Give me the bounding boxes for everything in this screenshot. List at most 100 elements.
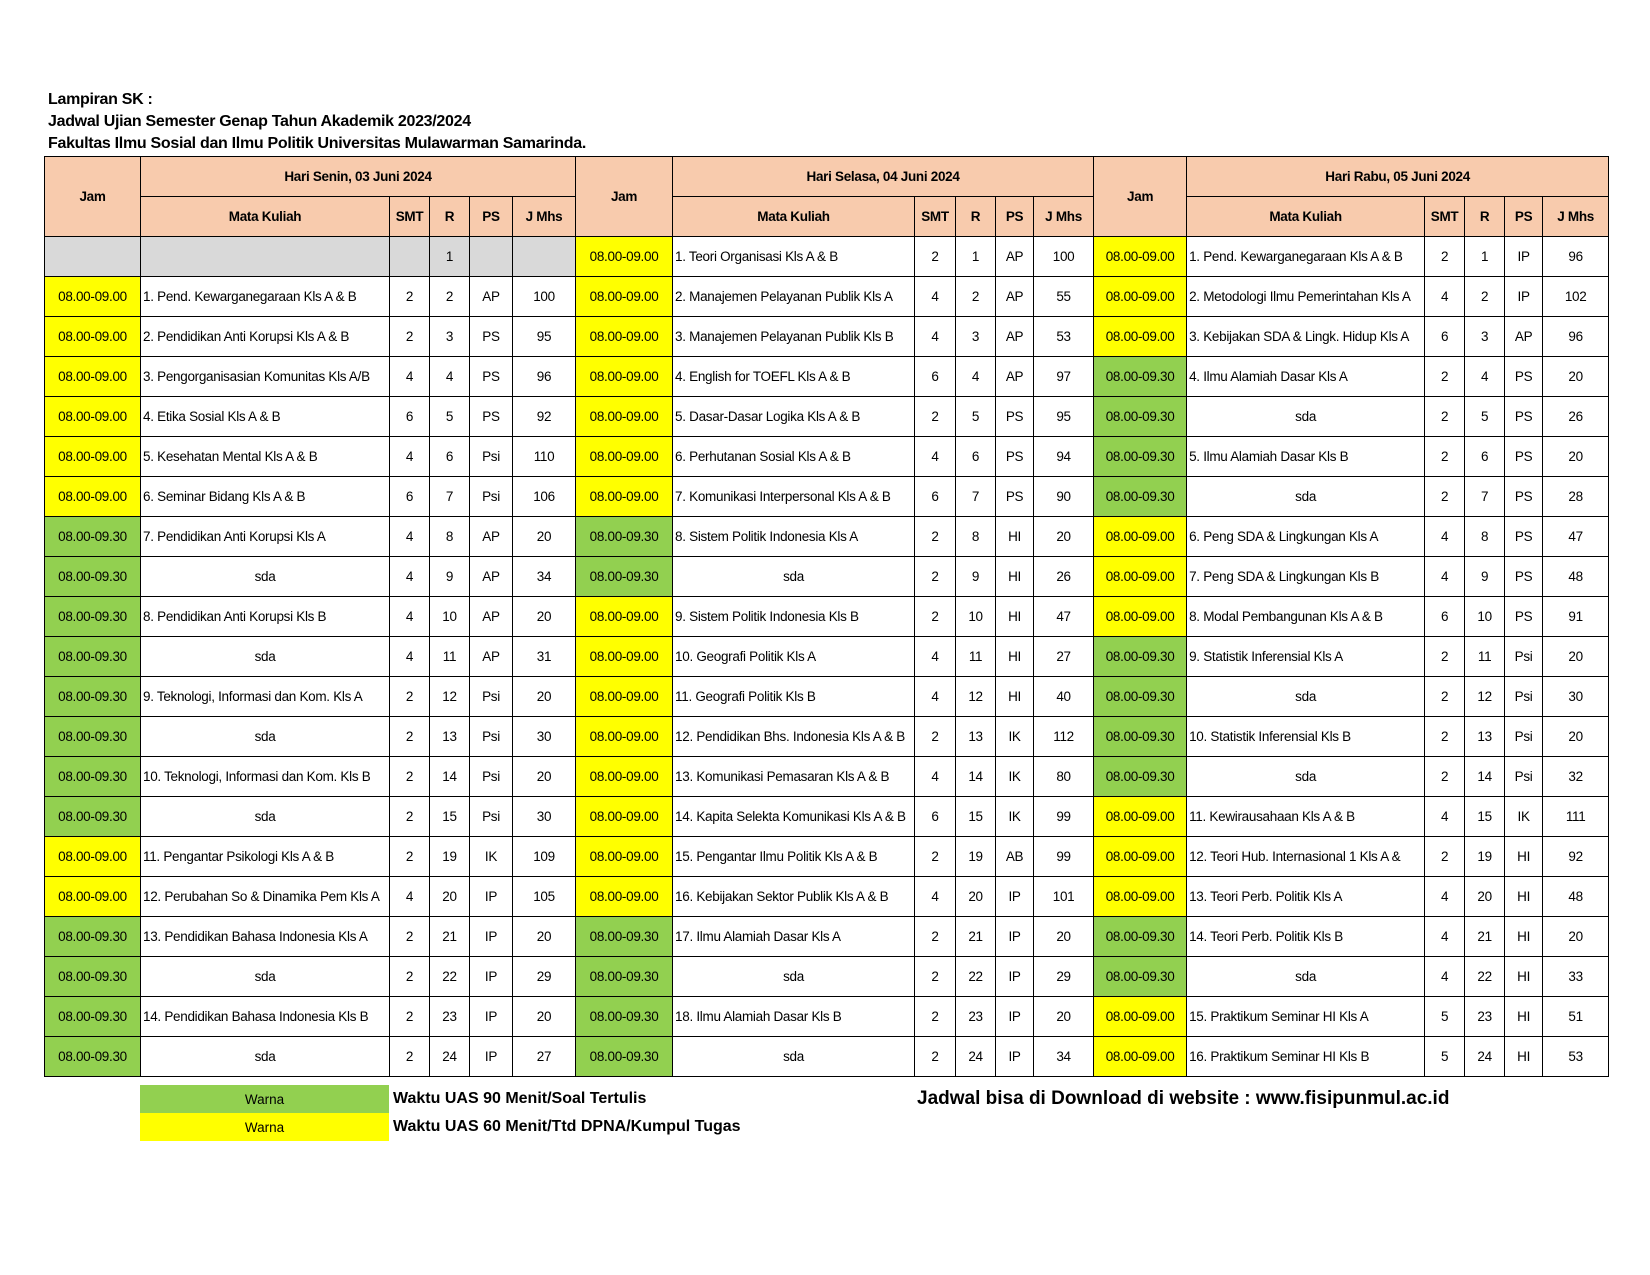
course-cell: 2. Metodologi Ilmu Pemerintahan Kls A	[1186, 276, 1426, 317]
value-cell: 34	[511, 556, 577, 597]
value-cell: 90	[1033, 476, 1095, 517]
value-cell: PS	[1504, 396, 1544, 437]
time-cell: 08.00-09.00	[575, 396, 674, 437]
value-cell: 4	[1464, 356, 1506, 397]
value-cell: AB	[995, 836, 1035, 877]
course-cell: 16. Praktikum Seminar HI Kls B	[1186, 1036, 1426, 1077]
value-cell: 20	[955, 876, 997, 917]
value-cell: IP	[469, 956, 513, 997]
course-cell: sda	[1186, 956, 1426, 997]
value-cell: 21	[429, 916, 470, 957]
value-cell: 2	[1424, 396, 1466, 437]
value-cell: 10	[1464, 596, 1506, 637]
value-cell: 20	[511, 676, 577, 717]
value-cell: IP	[995, 916, 1035, 957]
value-cell: 2	[1424, 636, 1466, 677]
value-cell: PS	[469, 396, 513, 437]
value-cell: IP	[1504, 276, 1544, 317]
time-cell: 08.00-09.30	[44, 956, 141, 997]
value-cell: 9	[1464, 556, 1506, 597]
time-cell: 08.00-09.00	[1093, 596, 1188, 637]
value-cell: 55	[1033, 276, 1095, 317]
value-cell: 2	[1424, 236, 1466, 277]
value-cell: 9	[429, 556, 470, 597]
course-cell: 6. Peng SDA & Lingkungan Kls A	[1186, 516, 1426, 557]
value-cell: 20	[511, 596, 577, 637]
value-cell: 20	[1542, 636, 1610, 677]
value-cell: 6	[389, 396, 430, 437]
value-cell: AP	[995, 276, 1035, 317]
course-cell: sda	[1186, 396, 1426, 437]
course-cell: 9. Statistik Inferensial Kls A	[1186, 636, 1426, 677]
value-cell: IK	[469, 836, 513, 877]
value-cell: 51	[1542, 996, 1610, 1037]
course-cell: 1. Pend. Kewarganegaraan Kls A & B	[1186, 236, 1426, 277]
value-cell: 2	[389, 676, 430, 717]
time-cell: 08.00-09.00	[1093, 876, 1188, 917]
time-cell: 08.00-09.00	[575, 476, 674, 517]
value-cell: 4	[1424, 796, 1466, 837]
time-cell: 08.00-09.30	[1093, 756, 1188, 797]
value-cell: 8	[1464, 516, 1506, 557]
column-header: SMT	[1424, 196, 1466, 237]
value-cell: 23	[955, 996, 997, 1037]
table-row: 08.00-09.30 10. Teknologi, Informasi dan …	[44, 756, 1610, 797]
course-cell: 10. Statistik Inferensial Kls B	[1186, 716, 1426, 757]
time-cell: 08.00-09.30	[575, 916, 674, 957]
time-cell: 08.00-09.30	[44, 556, 141, 597]
value-cell: AP	[469, 556, 513, 597]
time-cell: 08.00-09.30	[44, 796, 141, 837]
time-cell: 08.00-09.30	[44, 596, 141, 637]
value-cell: 47	[1033, 596, 1095, 637]
value-cell: 4	[914, 676, 957, 717]
course-cell: 14. Kapita Selekta Komunikasi Kls A & B	[672, 796, 916, 837]
course-cell: sda	[140, 1036, 390, 1077]
time-cell	[44, 236, 141, 277]
value-cell: 4	[1424, 556, 1466, 597]
value-cell: Psi	[469, 756, 513, 797]
value-cell: 30	[1542, 676, 1610, 717]
value-cell: 4	[389, 436, 430, 477]
time-cell: 08.00-09.00	[44, 876, 141, 917]
header-line: Fakultas Ilmu Sosial dan Ilmu Politik Un…	[48, 135, 586, 152]
value-cell: PS	[995, 436, 1035, 477]
value-cell: 2	[1424, 436, 1466, 477]
value-cell: 40	[1033, 676, 1095, 717]
table-row: 08.00-09.30 13. Pendidikan Bahasa Indones…	[44, 916, 1610, 957]
value-cell: HI	[1504, 836, 1544, 877]
time-cell: 08.00-09.00	[1093, 276, 1188, 317]
table-row: 08.00-09.30 sda 2 24 IP 27 08.00-09.30 sda 2 24 IP…	[44, 1036, 1610, 1077]
value-cell: 12	[1464, 676, 1506, 717]
time-cell: 08.00-09.30	[575, 556, 674, 597]
column-header: R	[429, 196, 470, 237]
course-cell	[140, 236, 390, 277]
table-row: 1 08.00-09.00 1. Teori Organisasi Kls A & …	[44, 236, 1610, 277]
course-cell: 4. English for TOEFL Kls A & B	[672, 356, 916, 397]
value-cell: 2	[389, 836, 430, 877]
value-cell: HI	[1504, 956, 1544, 997]
course-cell: 7. Peng SDA & Lingkungan Kls B	[1186, 556, 1426, 597]
value-cell: IK	[995, 796, 1035, 837]
value-cell: 99	[1033, 796, 1095, 837]
value-cell: AP	[1504, 316, 1544, 357]
value-cell: 48	[1542, 876, 1610, 917]
course-cell: 8. Modal Pembangunan Kls A & B	[1186, 596, 1426, 637]
value-cell: Psi	[1504, 716, 1544, 757]
table-row: 08.00-09.00 11. Pengantar Psikologi Kls A…	[44, 836, 1610, 877]
value-cell: 2	[389, 996, 430, 1037]
course-cell: 15. Praktikum Seminar HI Kls A	[1186, 996, 1426, 1037]
schedule-table: Jam Hari Senin, 03 Juni 2024 Jam Hari Selas…	[44, 156, 1610, 1077]
value-cell: 2	[914, 916, 957, 957]
course-cell: 1. Teori Organisasi Kls A & B	[672, 236, 916, 277]
course-cell: 4. Ilmu Alamiah Dasar Kls A	[1186, 356, 1426, 397]
table-row: 08.00-09.30 8. Pendidikan Anti Korupsi Kl…	[44, 596, 1610, 637]
value-cell: 6	[1424, 596, 1466, 637]
time-cell: 08.00-09.00	[575, 356, 674, 397]
value-cell: 33	[1542, 956, 1610, 997]
time-cell: 08.00-09.00	[44, 476, 141, 517]
time-cell: 08.00-09.30	[44, 516, 141, 557]
column-header: J Mhs	[1033, 196, 1095, 237]
value-cell: 19	[1464, 836, 1506, 877]
value-cell: PS	[469, 356, 513, 397]
value-cell: 2	[389, 796, 430, 837]
